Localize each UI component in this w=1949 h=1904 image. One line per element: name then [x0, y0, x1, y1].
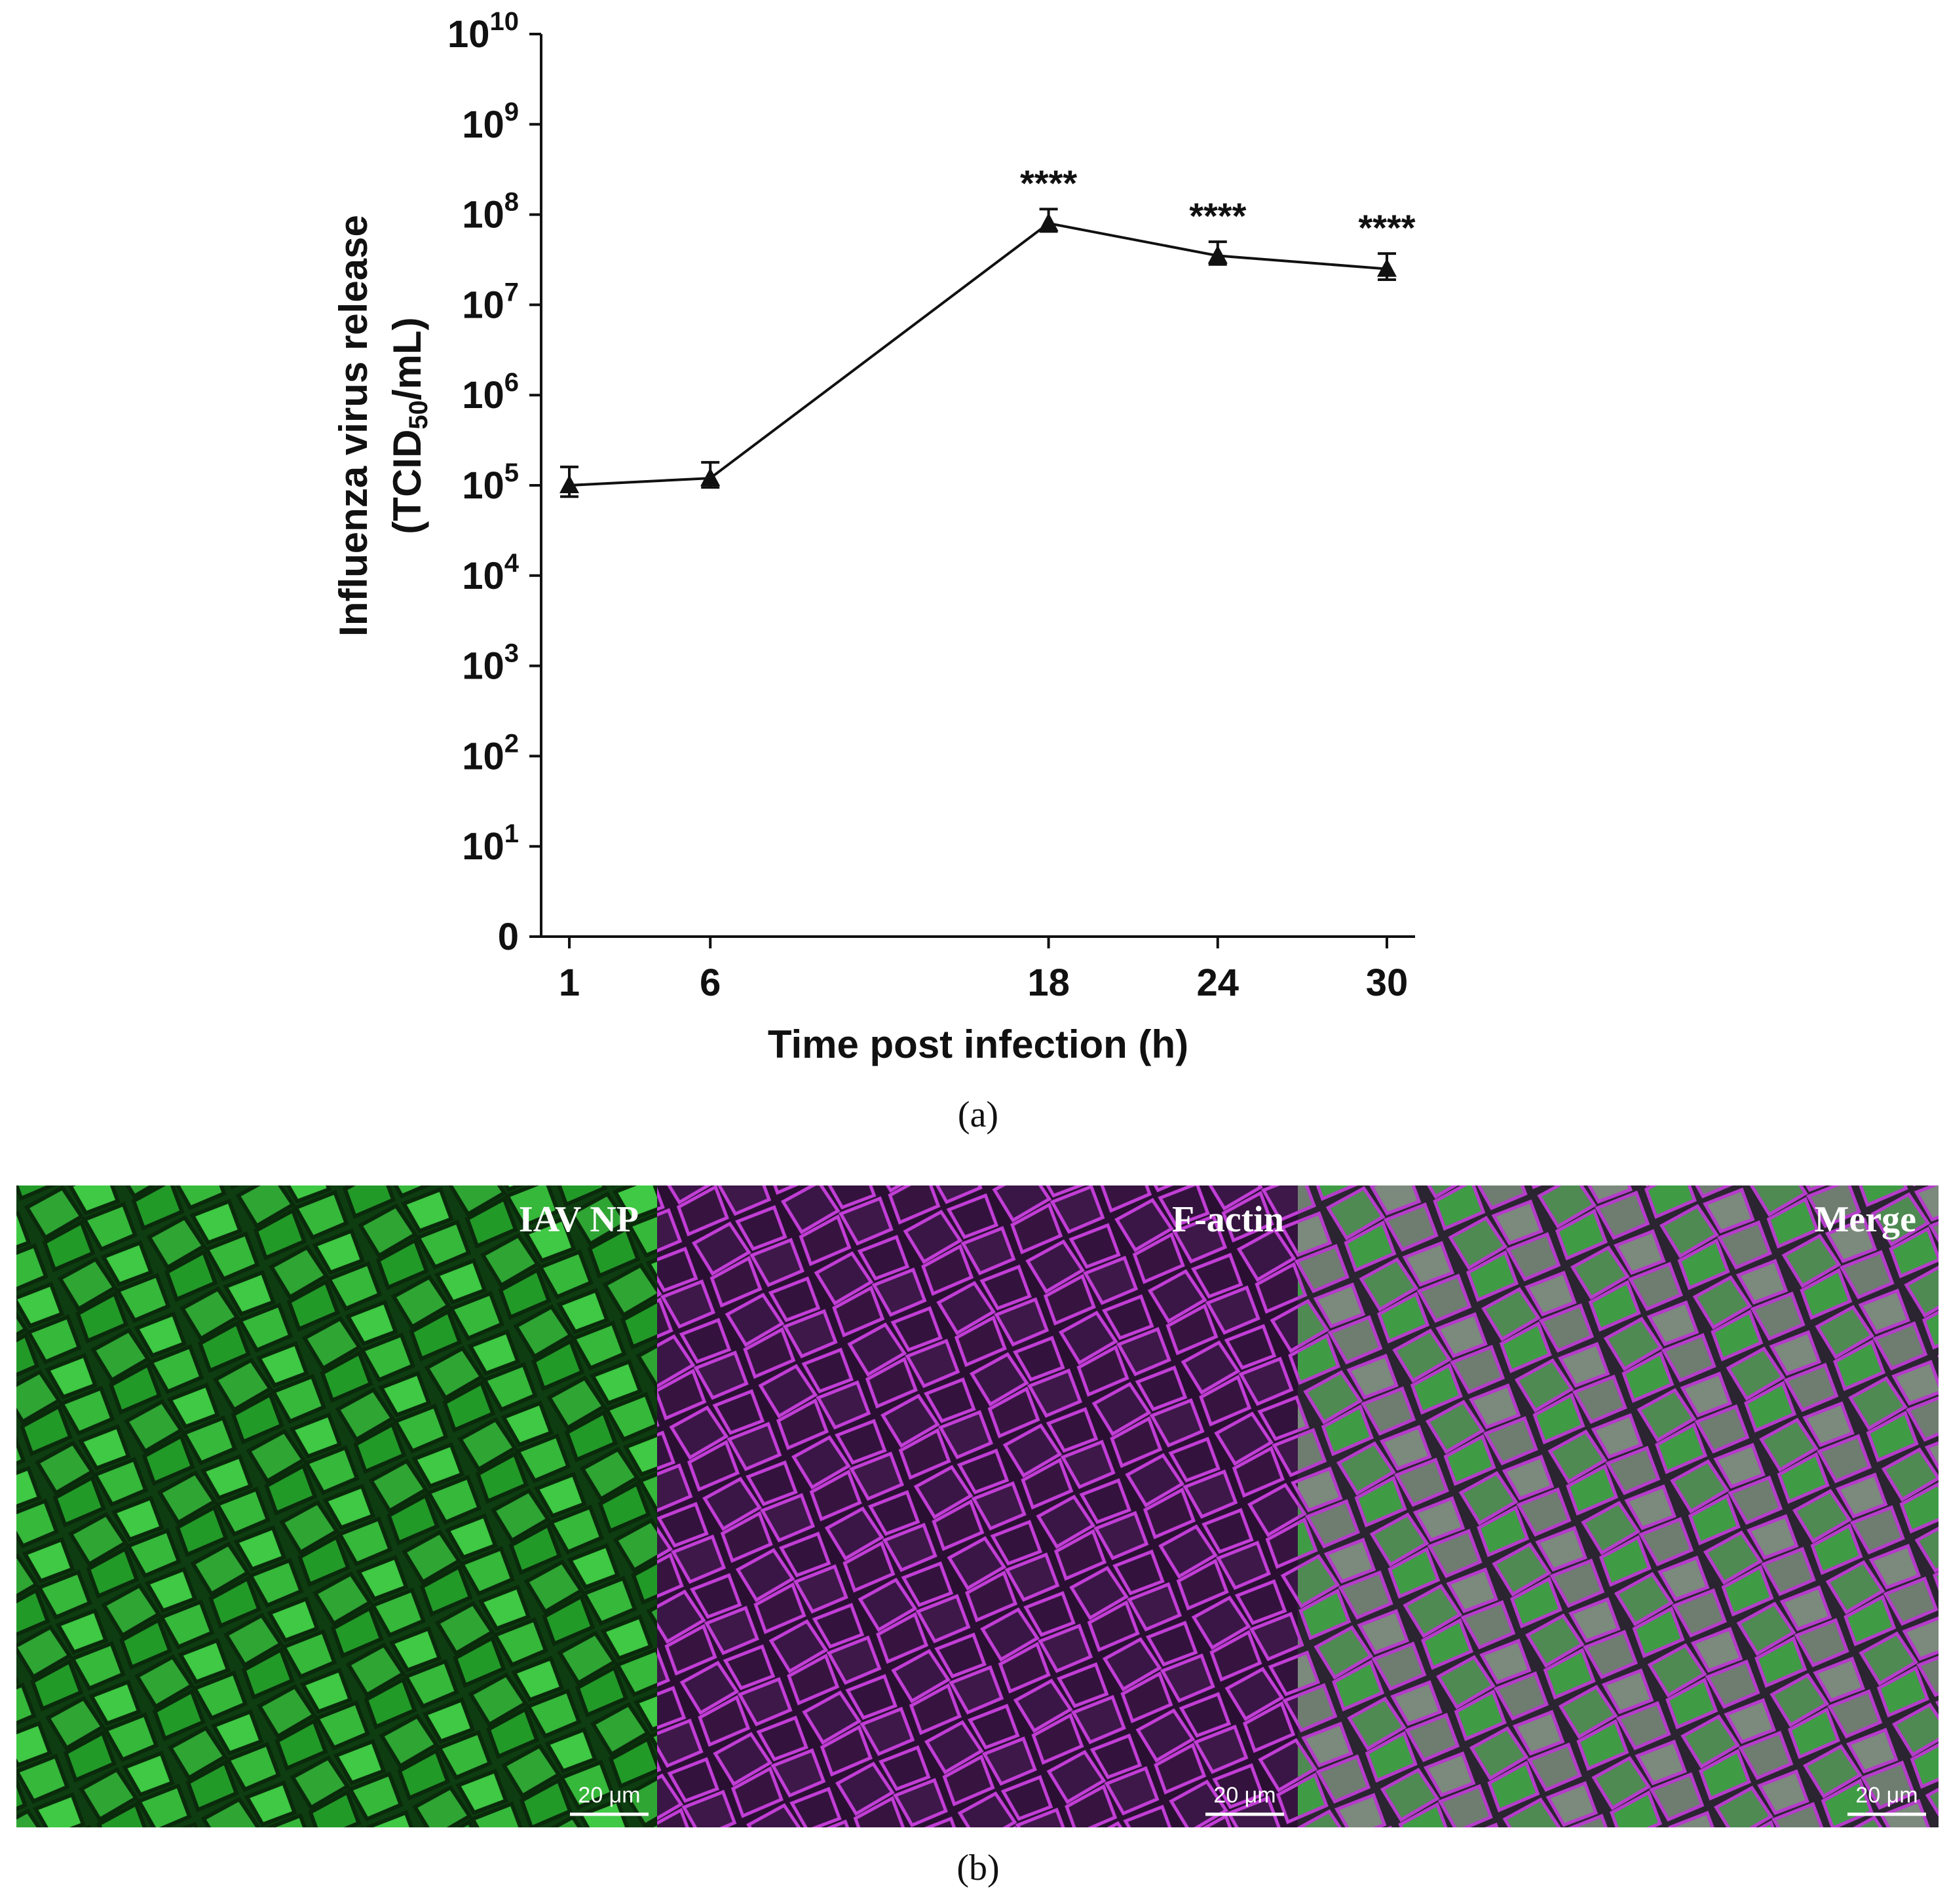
data-point	[559, 475, 580, 493]
y-tick-label: 105	[462, 458, 519, 507]
scale-bar-label: 20 μm	[1213, 1783, 1276, 1808]
panel-label-b: (b)	[956, 1848, 999, 1888]
series-line	[569, 221, 1388, 487]
micrograph-label: Merge	[1815, 1199, 1916, 1240]
x-tick-label: 30	[1366, 961, 1409, 1004]
y-tick-label: 103	[462, 639, 519, 688]
data-point	[700, 468, 721, 487]
scale-bar-label: 20 μm	[1855, 1783, 1918, 1808]
y-axis-title-line2: (TCID50/mL)	[385, 317, 433, 534]
y-tick-label: 104	[462, 549, 520, 597]
y-axis-title: Influenza virus release (TCID50/mL)	[331, 215, 433, 637]
significance-label: ****	[1189, 195, 1246, 236]
significance-label: ****	[1358, 207, 1415, 248]
y-tick-label: 1010	[447, 7, 519, 56]
scale-bar-label: 20 μm	[578, 1783, 640, 1808]
x-tick-label: 6	[700, 961, 721, 1004]
y-tick-label: 108	[462, 188, 519, 236]
data-point	[1376, 258, 1397, 277]
x-axis-ticks: 1 6 18 24 30	[559, 937, 1408, 1004]
micrograph-iav-np: IAV NP 20 μm	[16, 1185, 657, 1827]
micrograph-f-actin: F-actin 20 μm	[657, 1185, 1298, 1827]
micrograph-label: F-actin	[1172, 1199, 1284, 1240]
x-tick-label: 1	[559, 961, 580, 1004]
y-tick-label: 107	[462, 278, 519, 326]
data-point	[1207, 245, 1228, 264]
y-axis-title-line1: Influenza virus release	[331, 215, 375, 637]
y-tick-label: 106	[462, 368, 519, 417]
y-tick-label: 101	[462, 819, 519, 868]
micrograph-label: IAV NP	[519, 1199, 639, 1240]
line-chart: 0 101 102 103 104 105 106 107 108 109 1010 1 6 18 24 3…	[331, 7, 1416, 1135]
micrograph-row: IAV NP 20 μm F-actin 20 μm Merge 20 μm (…	[16, 1185, 1939, 1888]
x-tick-label: 24	[1197, 961, 1239, 1004]
y-tick-label: 109	[462, 98, 519, 146]
x-tick-label: 18	[1027, 961, 1070, 1004]
y-tick-label: 102	[462, 729, 519, 777]
y-axis-ticks: 0 101 102 103 104 105 106 107 108 109 1010	[447, 7, 541, 958]
x-axis-title: Time post infection (h)	[768, 1022, 1188, 1066]
series-layer: **** **** ****	[559, 162, 1416, 498]
y-tick-label: 0	[498, 916, 519, 958]
significance-label: ****	[1020, 162, 1077, 204]
panel-label-a: (a)	[958, 1094, 998, 1135]
data-point	[1038, 212, 1059, 231]
micrograph-merge: Merge 20 μm	[1298, 1185, 1939, 1827]
